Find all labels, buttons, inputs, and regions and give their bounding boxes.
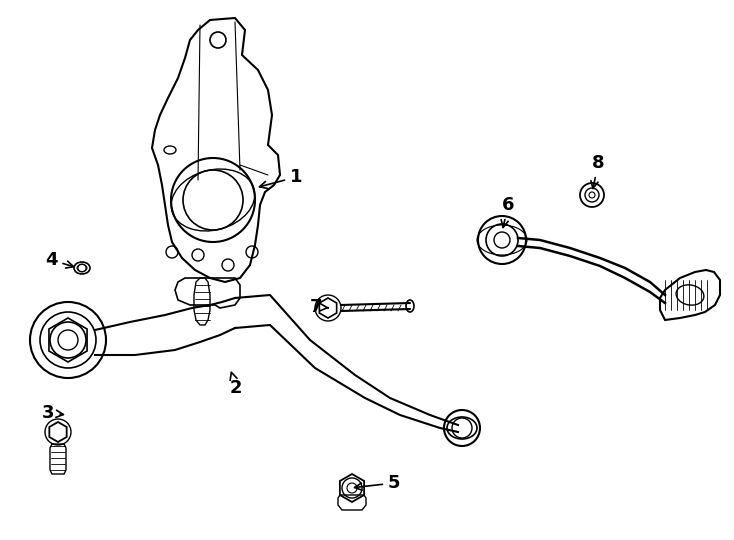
Text: 7: 7 xyxy=(310,298,328,316)
Text: 8: 8 xyxy=(591,154,605,188)
Text: 3: 3 xyxy=(42,404,63,422)
Text: 6: 6 xyxy=(501,196,515,227)
Text: 2: 2 xyxy=(230,373,242,397)
Text: 1: 1 xyxy=(260,168,302,188)
Text: 5: 5 xyxy=(355,474,401,492)
Text: 4: 4 xyxy=(45,251,73,269)
